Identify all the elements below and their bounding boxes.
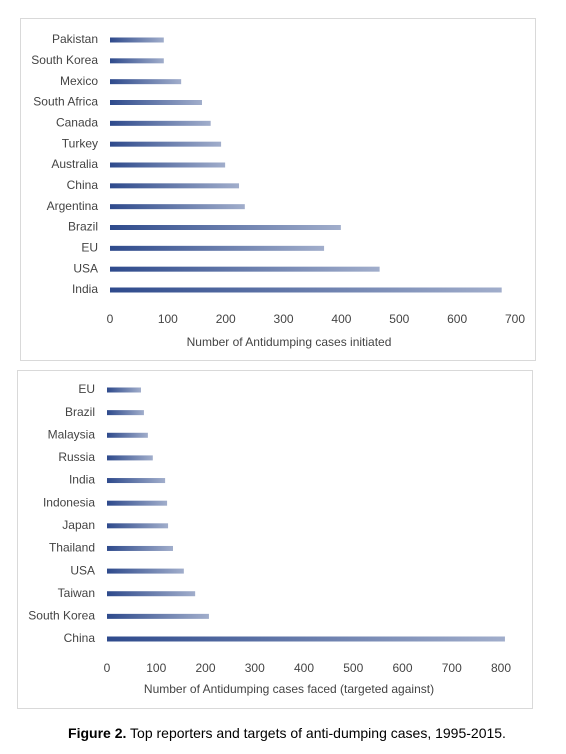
y-tick-label: Canada <box>56 116 98 130</box>
bar <box>110 266 380 272</box>
bar <box>110 162 226 168</box>
chart-panel <box>20 18 536 361</box>
x-tick-label: 100 <box>158 312 178 326</box>
x-tick-label: 600 <box>392 661 412 675</box>
y-tick-label: Thailand <box>49 541 95 555</box>
bar <box>107 613 209 619</box>
caption-label: Figure 2. <box>68 725 126 741</box>
y-tick-label: South Africa <box>33 95 98 109</box>
y-tick-label: Japan <box>62 518 95 532</box>
x-tick-label: 300 <box>274 312 294 326</box>
x-tick-label: 700 <box>505 312 525 326</box>
x-tick-label: 700 <box>442 661 462 675</box>
chart-panel <box>17 370 533 709</box>
figure-caption: Figure 2. Top reporters and targets of a… <box>68 725 506 741</box>
bar <box>110 37 164 43</box>
y-tick-label: India <box>72 282 98 296</box>
x-tick-label: 300 <box>245 661 265 675</box>
bar <box>107 455 153 461</box>
bar <box>107 545 173 551</box>
x-tick-label: 200 <box>216 312 236 326</box>
caption-text: Top reporters and targets of anti-dumpin… <box>130 725 506 741</box>
bar <box>107 478 166 484</box>
bar <box>107 523 169 529</box>
bar <box>107 568 184 574</box>
y-tick-label: EU <box>78 382 95 396</box>
bar <box>107 500 168 506</box>
y-tick-label: Turkey <box>62 136 98 150</box>
x-tick-label: 500 <box>389 312 409 326</box>
y-tick-label: USA <box>73 261 98 275</box>
y-tick-label: India <box>69 473 95 487</box>
bar <box>107 387 141 393</box>
y-tick-label: USA <box>70 563 95 577</box>
bar <box>110 58 164 64</box>
bar <box>110 100 202 105</box>
x-tick-label: 400 <box>294 661 314 675</box>
bar <box>110 204 245 210</box>
bar <box>107 591 196 597</box>
y-tick-label: South Korea <box>31 53 98 67</box>
y-tick-label: Russia <box>58 450 95 464</box>
x-axis-label: Number of Antidumping cases faced (targe… <box>144 682 434 696</box>
y-tick-label: China <box>67 178 99 192</box>
y-tick-label: Indonesia <box>43 495 95 509</box>
bar <box>107 636 505 642</box>
bar <box>110 225 341 230</box>
y-tick-label: Brazil <box>65 405 95 419</box>
x-tick-label: 600 <box>447 312 467 326</box>
bar <box>107 432 148 438</box>
x-tick-label: 100 <box>146 661 166 675</box>
y-tick-label: Taiwan <box>58 586 95 600</box>
x-tick-label: 800 <box>491 661 511 675</box>
y-tick-label: Brazil <box>68 220 98 234</box>
x-tick-label: 200 <box>195 661 215 675</box>
x-tick-label: 0 <box>104 661 111 675</box>
x-tick-label: 400 <box>331 312 351 326</box>
y-tick-label: Mexico <box>60 74 98 88</box>
x-axis-label: Number of Antidumping cases initiated <box>187 335 392 349</box>
x-tick-label: 500 <box>343 661 363 675</box>
y-tick-label: Pakistan <box>52 32 98 46</box>
bar <box>110 141 222 147</box>
y-tick-label: Australia <box>51 157 98 171</box>
y-tick-label: Malaysia <box>48 427 96 441</box>
bar <box>110 245 325 251</box>
bar <box>110 120 211 126</box>
y-tick-label: China <box>64 631 96 645</box>
bar <box>110 183 240 189</box>
x-tick-label: 0 <box>107 312 114 326</box>
y-tick-label: EU <box>81 241 98 255</box>
bar <box>110 287 502 293</box>
y-tick-label: Argentina <box>47 199 99 213</box>
bar <box>110 79 182 85</box>
y-tick-label: South Korea <box>28 609 95 623</box>
bar <box>107 410 144 416</box>
